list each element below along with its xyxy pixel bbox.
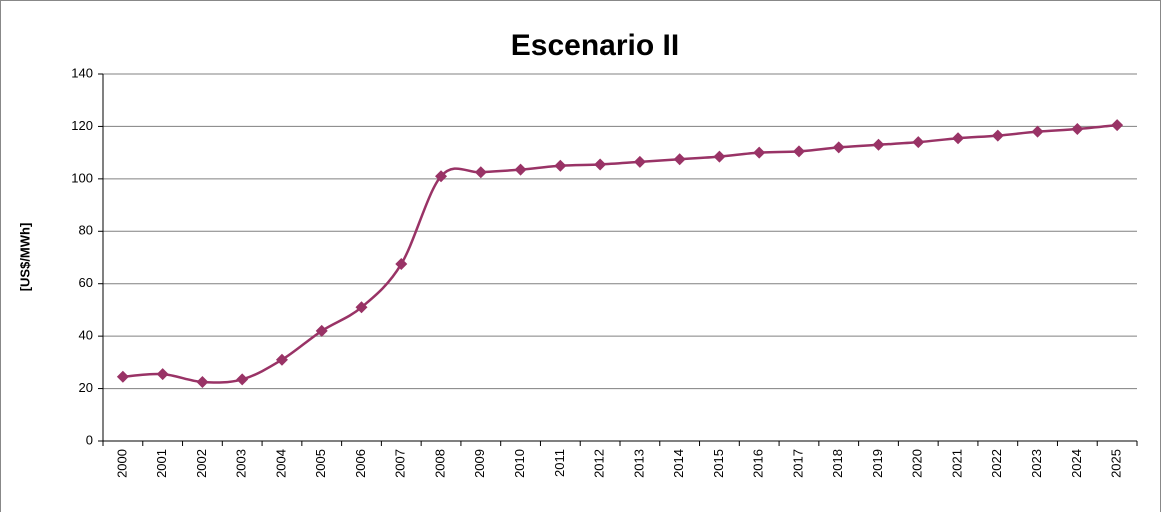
marker bbox=[435, 170, 448, 183]
x-tick-label: 2016 bbox=[751, 449, 766, 478]
x-tick-label: 2009 bbox=[472, 449, 487, 478]
x-tick-label: 2011 bbox=[552, 449, 567, 477]
x-tick-label: 2008 bbox=[432, 449, 447, 478]
marker bbox=[792, 145, 805, 158]
x-tick-label: 2000 bbox=[114, 449, 129, 478]
x-tick-label: 2024 bbox=[1069, 449, 1084, 478]
marker bbox=[395, 258, 408, 271]
x-tick-label: 2021 bbox=[949, 449, 964, 478]
marker bbox=[991, 129, 1004, 142]
x-tick-label: 2005 bbox=[313, 449, 328, 478]
x-tick-label: 2006 bbox=[353, 449, 368, 478]
marker bbox=[673, 153, 686, 166]
marker bbox=[713, 150, 726, 163]
x-tick-label: 2013 bbox=[631, 449, 646, 478]
marker bbox=[554, 159, 567, 172]
marker bbox=[872, 138, 885, 151]
marker bbox=[633, 155, 646, 168]
chart-title: Escenario II bbox=[511, 29, 679, 62]
x-tick-label: 2012 bbox=[592, 449, 607, 478]
marker bbox=[594, 158, 607, 171]
marker bbox=[1111, 119, 1124, 132]
marker bbox=[1071, 123, 1084, 136]
marker bbox=[952, 132, 965, 145]
marker bbox=[474, 166, 487, 179]
x-tick-label: 2020 bbox=[910, 449, 925, 478]
y-tick-label: 60 bbox=[79, 275, 93, 290]
x-tick-label: 2022 bbox=[989, 449, 1004, 478]
x-tick-label: 2001 bbox=[154, 449, 169, 478]
x-tick-label: 2017 bbox=[790, 449, 805, 478]
y-tick-label: 20 bbox=[79, 380, 93, 395]
x-tick-label: 2003 bbox=[234, 449, 249, 478]
marker bbox=[832, 141, 845, 154]
marker bbox=[753, 146, 766, 159]
y-tick-label: 100 bbox=[71, 170, 93, 185]
x-tick-label: 2010 bbox=[512, 449, 527, 478]
x-tick-label: 2025 bbox=[1109, 449, 1124, 478]
marker bbox=[236, 373, 249, 386]
marker bbox=[315, 324, 328, 337]
marker bbox=[156, 368, 169, 381]
marker bbox=[912, 136, 925, 149]
marker bbox=[1031, 125, 1044, 138]
x-tick-label: 2014 bbox=[671, 449, 686, 478]
y-tick-label: 120 bbox=[71, 118, 93, 133]
marker bbox=[116, 370, 129, 383]
x-tick-label: 2007 bbox=[393, 449, 408, 478]
x-tick-label: 2002 bbox=[194, 449, 209, 478]
marker bbox=[514, 163, 527, 176]
x-tick-label: 2004 bbox=[273, 449, 288, 478]
x-tick-label: 2019 bbox=[870, 449, 885, 478]
marker bbox=[196, 376, 209, 389]
marker bbox=[275, 353, 288, 366]
x-tick-label: 2015 bbox=[711, 449, 726, 478]
marker bbox=[355, 301, 368, 314]
y-tick-label: 0 bbox=[86, 432, 93, 447]
x-tick-label: 2018 bbox=[830, 449, 845, 478]
y-tick-label: 80 bbox=[79, 223, 93, 238]
y-tick-label: 140 bbox=[71, 65, 93, 80]
y-axis-label: [US$/MWh] bbox=[17, 223, 32, 292]
x-tick-label: 2023 bbox=[1029, 449, 1044, 478]
y-tick-label: 40 bbox=[79, 328, 93, 343]
